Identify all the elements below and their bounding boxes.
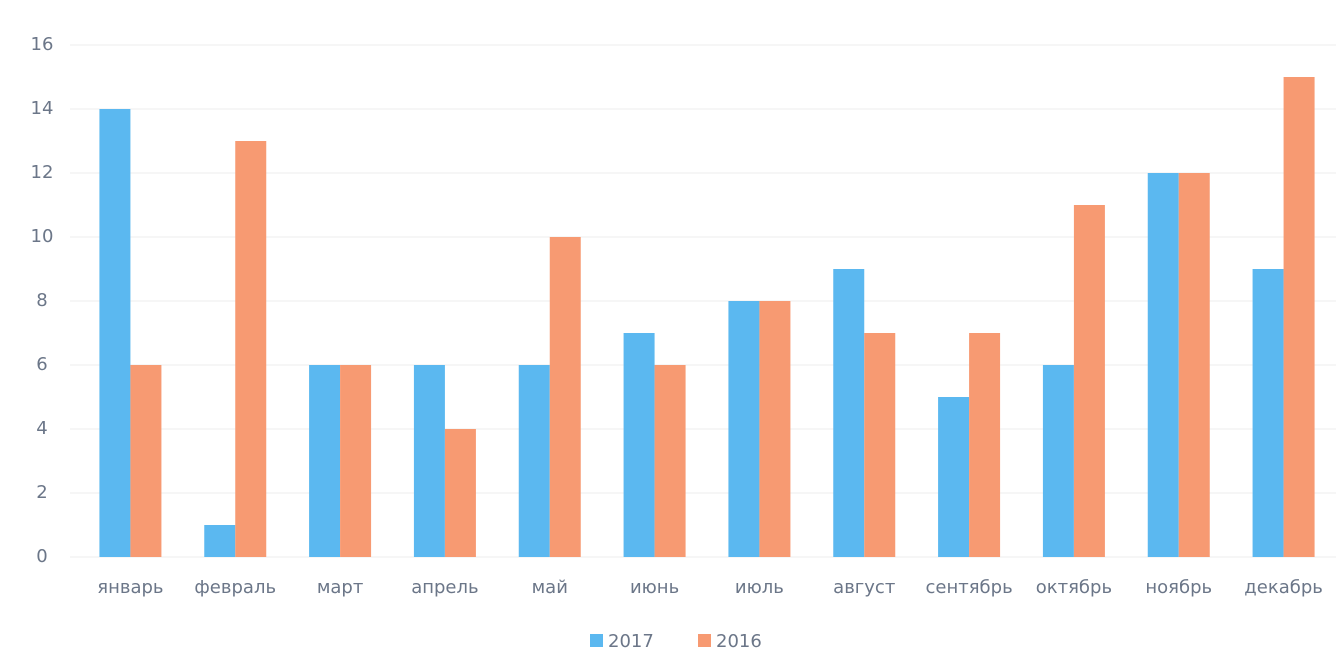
x-tick-label: май [532,577,568,598]
bar [864,333,896,557]
y-tick-label: 12 [31,162,54,183]
bar [728,301,760,557]
bar [833,269,865,557]
bar [413,365,445,557]
bar [549,237,581,557]
bar [1283,77,1315,557]
x-tick-label: февраль [194,577,276,598]
y-tick-label: 0 [36,546,47,567]
y-tick-label: 2 [36,482,47,503]
y-tick-label: 4 [36,418,47,439]
bar [309,365,341,557]
x-tick-label: декабрь [1244,577,1323,598]
x-tick-label: октябрь [1036,577,1112,598]
legend-label: 2016 [716,631,762,652]
bar [1178,173,1210,557]
bar [938,397,970,557]
bar [623,333,655,557]
bar [130,365,162,557]
x-tick-label: апрель [411,577,478,598]
bar [969,333,1001,557]
legend-swatch [590,634,603,647]
bar [1073,205,1105,557]
bar [654,365,686,557]
bar [340,365,372,557]
y-tick-label: 14 [31,98,54,119]
y-tick-label: 10 [31,226,54,247]
x-tick-label: июль [735,577,784,598]
bar [1252,269,1284,557]
x-tick-label: март [317,577,364,598]
legend-swatch [698,634,711,647]
bar [444,429,476,557]
x-tick-label: январь [97,577,163,598]
y-tick-label: 6 [36,354,47,375]
x-tick-label: август [833,577,895,598]
y-tick-label: 16 [31,34,54,55]
bar [204,525,236,557]
x-tick-label: сентябрь [925,577,1012,598]
bar [518,365,550,557]
legend-label: 2017 [608,631,654,652]
bar [1042,365,1074,557]
bar [235,141,267,557]
y-tick-label: 8 [36,290,47,311]
x-tick-label: ноябрь [1145,577,1212,598]
bar [759,301,791,557]
x-tick-label: июнь [630,577,679,598]
bar [1147,173,1179,557]
bar [99,109,131,557]
